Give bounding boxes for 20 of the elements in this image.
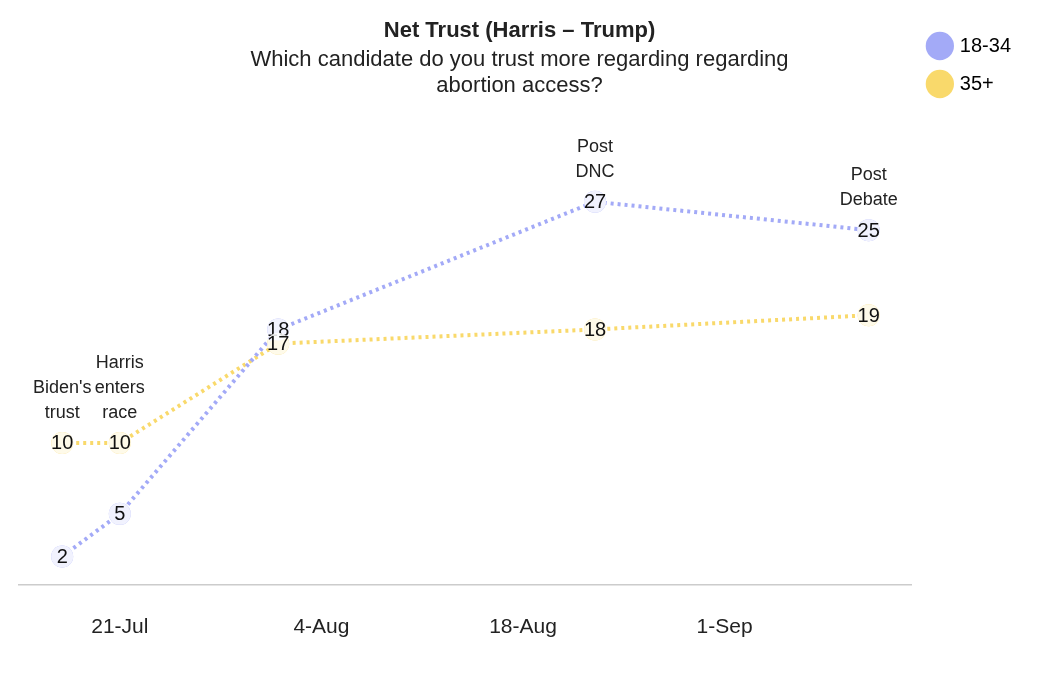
data-label: 10 <box>51 431 74 454</box>
chart-subtitle: Which candidate do you trust more regarding regarding abortion access? <box>250 45 789 98</box>
data-label: 19 <box>857 303 880 326</box>
data-label: 5 <box>114 502 126 525</box>
x-tick-label: 18-Aug <box>489 614 557 638</box>
chart-title: Net Trust (Harris – Trump) <box>383 17 656 43</box>
data-label: 27 <box>583 190 607 213</box>
annotation: Harris enters race <box>94 351 145 422</box>
x-tick-label: 21-Jul <box>91 614 149 638</box>
x-tick-label: 4-Aug <box>293 614 350 638</box>
x-tick-label: 1-Sep <box>696 614 753 638</box>
annotation: Biden's trust <box>32 376 92 422</box>
data-label: 18 <box>583 317 607 340</box>
data-label: 10 <box>108 431 131 454</box>
data-label: 2 <box>56 544 68 567</box>
data-label: 25 <box>857 218 880 241</box>
annotation: Post DNC <box>575 135 615 181</box>
legend-label: 35+ <box>959 71 994 94</box>
annotation: Post Debate <box>839 164 898 210</box>
legend-label: 18-34 <box>959 33 1011 56</box>
